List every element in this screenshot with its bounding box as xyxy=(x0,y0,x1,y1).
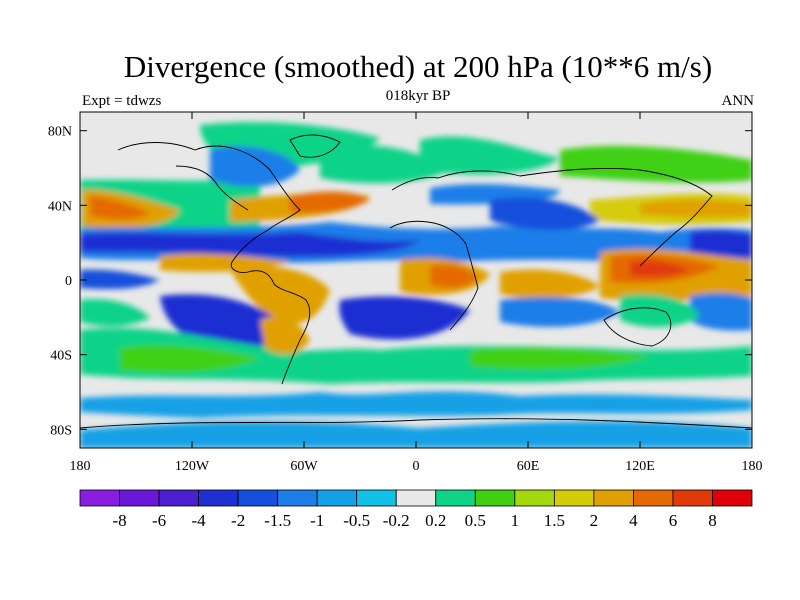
colorbar-label: -1.5 xyxy=(264,511,291,530)
colorbar-swatch xyxy=(277,489,318,507)
colorbar-swatch xyxy=(79,489,120,507)
colorbar-swatch xyxy=(158,489,199,507)
colorbar-swatch xyxy=(474,489,516,507)
colorbar-swatch xyxy=(316,489,358,507)
field-patch xyxy=(420,136,560,175)
x-tick-label: 180 xyxy=(742,459,763,474)
antarctica-coastline xyxy=(80,418,752,429)
greenland-coastline xyxy=(289,134,341,158)
field-patch xyxy=(80,232,420,257)
season-label: ANN xyxy=(721,93,755,109)
colorbar-label: 2 xyxy=(590,511,599,530)
colorbar-swatch xyxy=(553,489,595,507)
africa-coastline xyxy=(389,220,479,331)
y-tick-label: 40N xyxy=(48,199,72,214)
coastlines xyxy=(80,134,752,429)
x-tick-label: 120W xyxy=(175,459,210,474)
field-patch xyxy=(490,197,600,230)
colorbar-label: 8 xyxy=(708,511,717,530)
field-patch xyxy=(339,296,470,340)
colorbar-swatch xyxy=(395,489,437,507)
map-axes: 180 120W 60W 0 60E 120E 180 80N 40N 0 40S 80S xyxy=(48,112,763,474)
x-tick-label: 60W xyxy=(290,459,318,474)
colorbar-label: 4 xyxy=(629,511,638,530)
field-patch xyxy=(320,145,450,184)
colorbar-label: -6 xyxy=(152,511,166,530)
plot-title: Divergence (smoothed) at 200 hPa (10**6 … xyxy=(123,49,713,84)
colorbar-label: -4 xyxy=(192,511,207,530)
field-patch xyxy=(560,145,752,183)
field-patch xyxy=(290,191,370,213)
field-patch xyxy=(690,292,752,331)
field-patch xyxy=(80,269,160,290)
colorbar-label: 6 xyxy=(669,511,678,530)
colorbar-swatch xyxy=(119,489,160,507)
colorbar-swatch xyxy=(633,489,674,507)
colorbar-swatch xyxy=(514,489,555,507)
colorbar-label: -0.5 xyxy=(343,511,370,530)
field-patch xyxy=(690,230,752,258)
colorbar-swatch xyxy=(712,489,753,507)
experiment-label: Expt = tdwzs xyxy=(82,93,162,109)
colorbar-swatch xyxy=(198,489,239,507)
y-tick-label: 0 xyxy=(65,274,72,289)
colorbar-label: -8 xyxy=(112,511,126,530)
colorbar-swatch xyxy=(593,489,634,507)
colorbar-swatch xyxy=(237,489,279,507)
field-patch xyxy=(500,297,620,327)
eurasia-coastline xyxy=(391,167,713,267)
field-patch xyxy=(80,391,752,418)
colorbar-swatch xyxy=(356,489,397,507)
colorbar-label: 0.2 xyxy=(425,511,446,530)
colorbar-label: -1 xyxy=(310,511,324,530)
field-patch xyxy=(640,199,752,218)
field-patch xyxy=(80,421,752,448)
field-patch xyxy=(80,299,150,327)
field-patch xyxy=(80,327,752,384)
y-tick-label: 40S xyxy=(50,349,72,364)
australia-coastline xyxy=(603,307,672,347)
field-patch xyxy=(120,345,260,373)
divergence-field xyxy=(80,112,752,448)
colorbar-label: -2 xyxy=(231,511,245,530)
colorbar-label: -0.2 xyxy=(383,511,410,530)
field-patch xyxy=(470,347,650,370)
field-patch xyxy=(430,264,478,288)
americas-coastline xyxy=(117,142,311,385)
hudson-coastline xyxy=(175,165,249,211)
colorbar-label: 1.5 xyxy=(544,511,565,530)
y-tick-label: 80S xyxy=(50,423,72,438)
x-tick-label: 120E xyxy=(625,459,655,474)
y-tick-label: 80N xyxy=(48,125,72,140)
x-tick-label: 0 xyxy=(413,459,420,474)
plot-subtitle: 018kyr BP xyxy=(385,88,451,104)
x-tick-label: 180 xyxy=(70,459,91,474)
field-patch xyxy=(90,196,150,220)
colorbar: -8 -6 -4 -2 -1.5 -1 -0.5 -0.2 0.2 0.5 1 1.5 2 4 6 8 xyxy=(79,489,753,530)
colorbar-swatch xyxy=(672,489,713,507)
x-tick-label: 60E xyxy=(517,459,540,474)
field-patch xyxy=(630,260,690,278)
colorbar-label: 0.5 xyxy=(465,511,486,530)
field-patch xyxy=(210,146,300,187)
colorbar-label: 1 xyxy=(511,511,520,530)
colorbar-swatch xyxy=(435,489,476,507)
field-patch xyxy=(620,294,700,328)
field-patch xyxy=(500,269,600,299)
field-patch xyxy=(230,266,330,324)
